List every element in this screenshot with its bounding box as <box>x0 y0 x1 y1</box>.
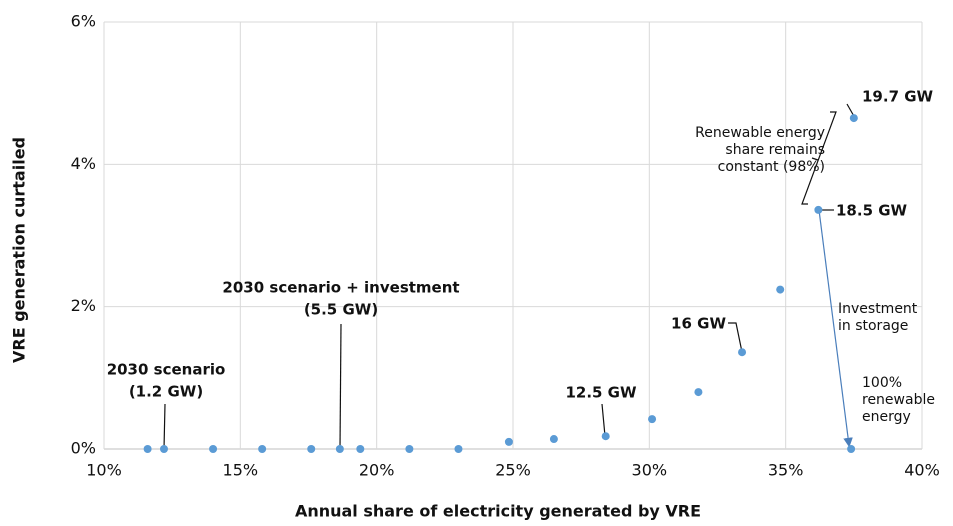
annotation: 18.5 GW <box>836 202 908 220</box>
annotation: renewable <box>862 392 935 408</box>
point <box>694 388 703 397</box>
x-axis-label: Annual share of electricity generated by… <box>295 502 701 521</box>
annotation: constant (98%) <box>718 159 825 175</box>
annotation: 19.7 GW <box>862 88 934 106</box>
annotation: energy <box>862 409 911 425</box>
x-tick-label: 30% <box>632 461 668 480</box>
point <box>847 445 856 453</box>
point <box>601 432 610 441</box>
point <box>356 445 365 453</box>
x-tick-label: 20% <box>359 461 395 480</box>
x-tick-label: 35% <box>768 461 804 480</box>
annotation: in storage <box>838 318 908 334</box>
annotation: 12.5 GW <box>565 384 637 402</box>
leaders <box>163 103 856 450</box>
point <box>405 445 414 453</box>
annotation: 2030 scenario <box>107 361 226 379</box>
y-axis-label: VRE generation curtailed <box>10 137 29 363</box>
y-tick-label: 4% <box>71 154 96 173</box>
point <box>648 415 657 424</box>
point <box>335 445 344 453</box>
point <box>549 435 558 444</box>
annotation: (1.2 GW) <box>129 383 203 401</box>
y-tick-label: 0% <box>71 439 96 458</box>
point <box>738 348 747 357</box>
point <box>307 445 316 453</box>
annotation: 16 GW <box>671 315 726 333</box>
point <box>143 445 152 453</box>
y-tick-label: 6% <box>71 12 96 31</box>
point <box>159 445 168 453</box>
annotation: 100% <box>862 375 902 391</box>
x-tick-label: 40% <box>904 461 940 480</box>
point <box>814 205 823 214</box>
point <box>849 114 858 123</box>
point <box>209 445 218 453</box>
annotation: share remains <box>725 142 825 158</box>
point <box>258 445 267 453</box>
x-tick-label: 15% <box>223 461 259 480</box>
x-tick-label: 25% <box>495 461 531 480</box>
annotation: Investment <box>838 301 918 317</box>
annotation: Renewable energy <box>695 125 825 141</box>
point <box>454 445 463 453</box>
y-tick-label: 2% <box>71 296 96 315</box>
point <box>504 437 513 446</box>
x-tick-label: 10% <box>86 461 122 480</box>
plot: 10% 15% 20% 25% 30% 35% 40% 0% 2% 4% 6% 19.7 GW 18.5… <box>71 12 940 480</box>
annotation: 2030 scenario + investment <box>222 279 459 297</box>
point <box>776 285 785 294</box>
annotation: (5.5 GW) <box>304 301 378 319</box>
